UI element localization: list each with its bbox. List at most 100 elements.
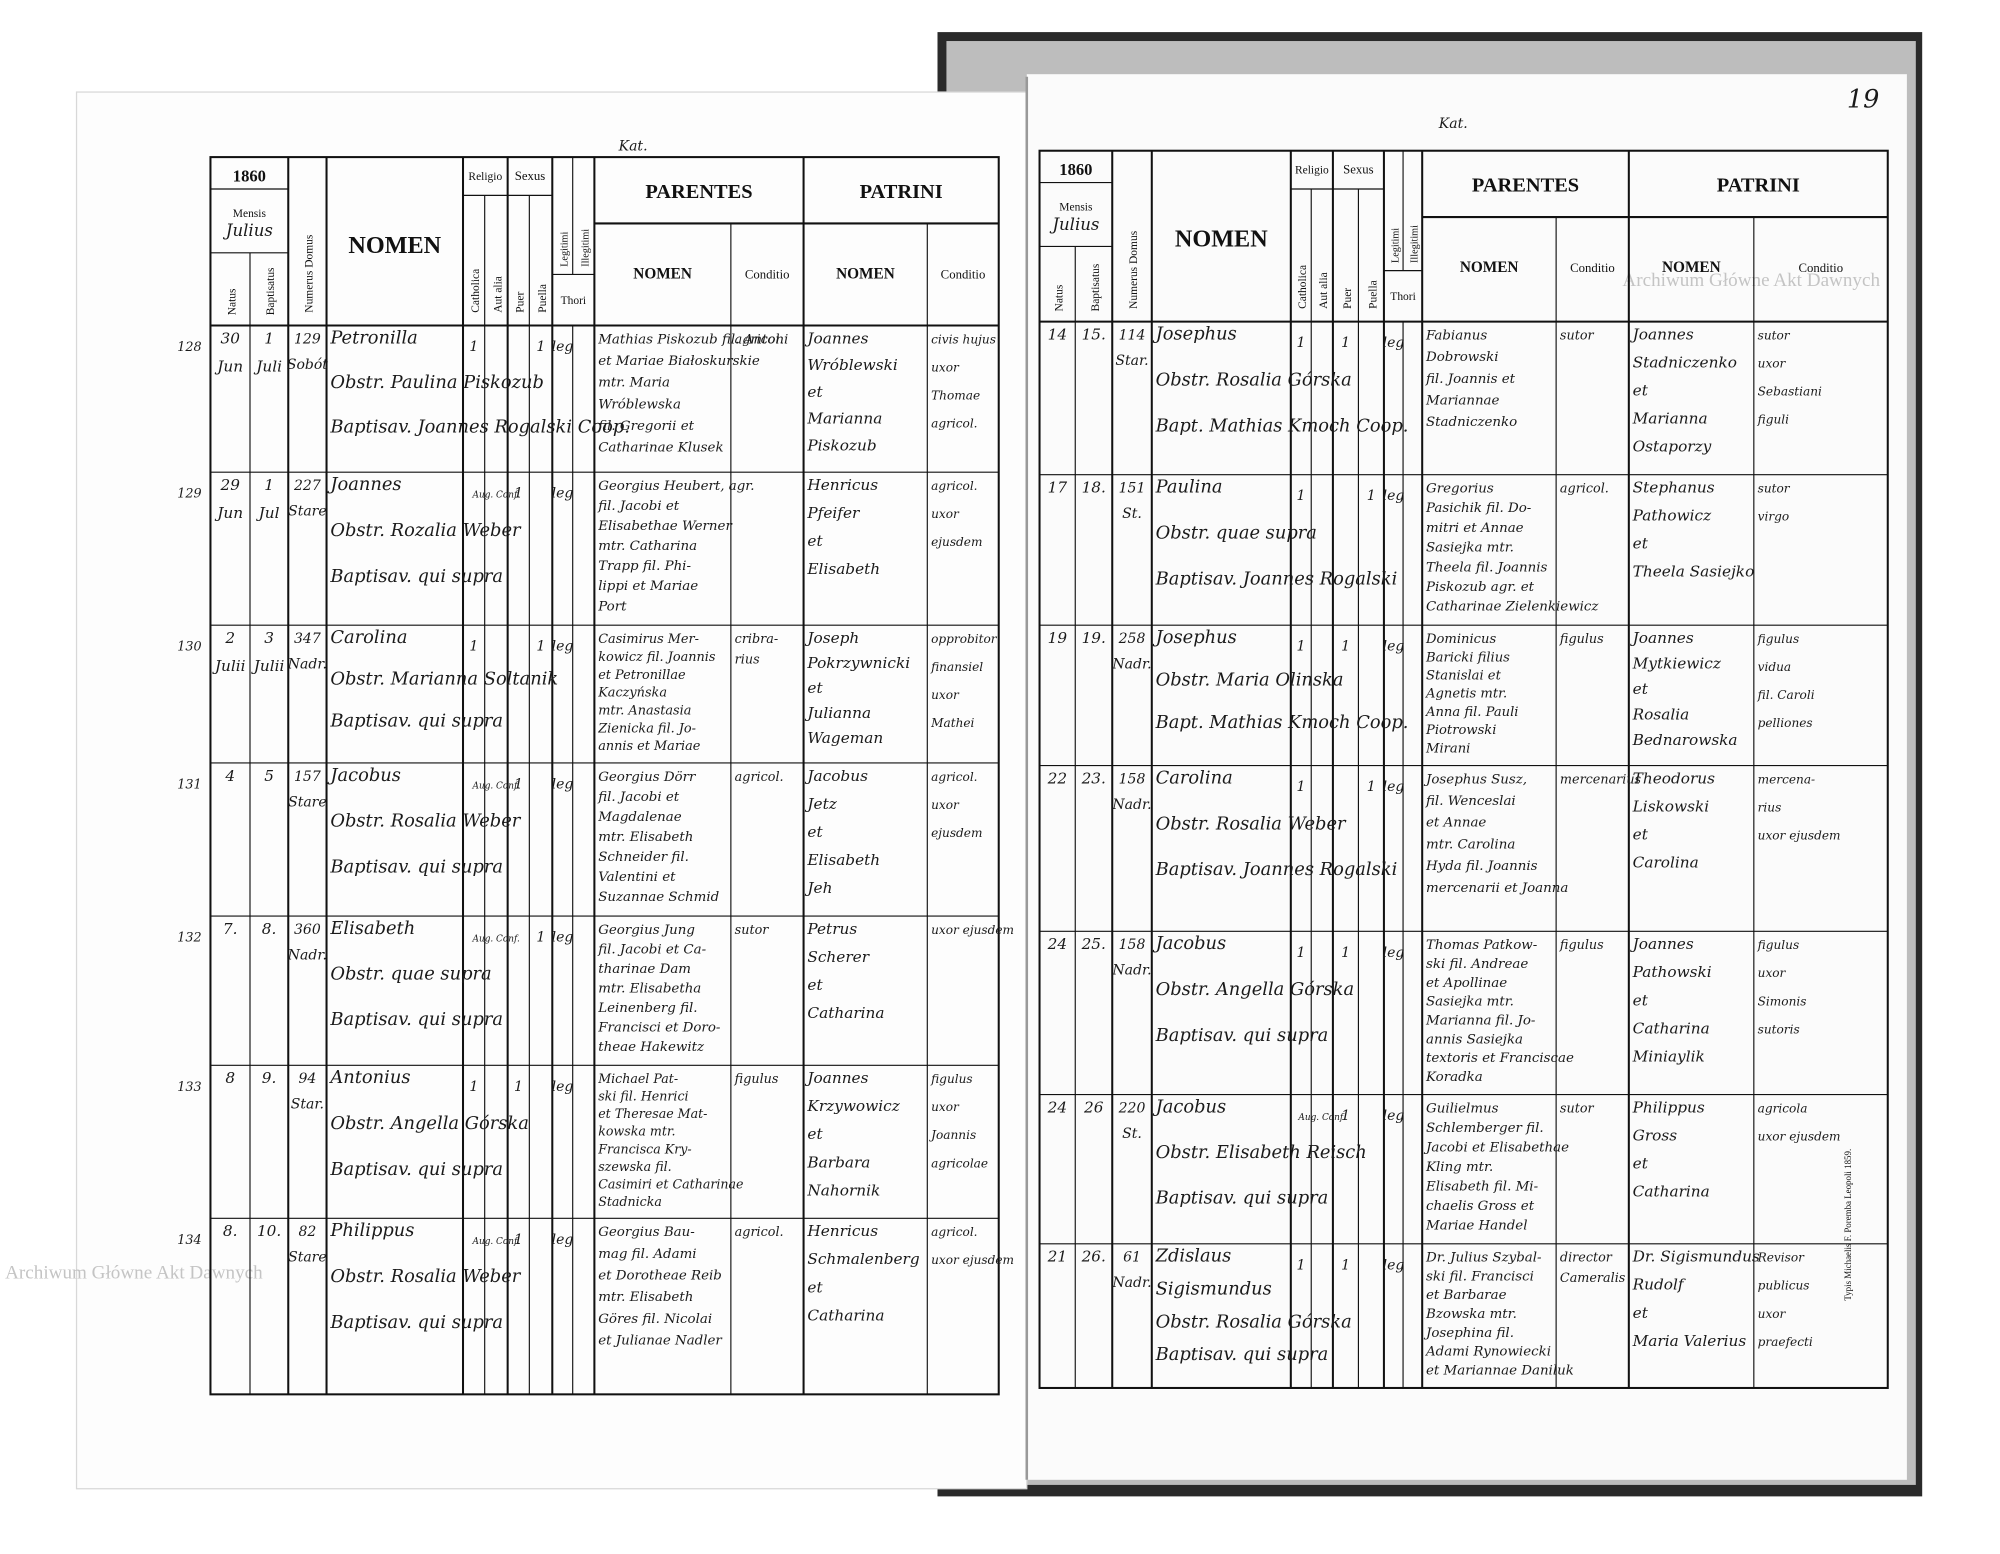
catholica: 1 [1297, 488, 1306, 504]
parentes-nomen: Valentini et [598, 870, 676, 885]
patrini-nomen: Jetz [804, 795, 837, 813]
patrini-conditio: figuli [1757, 413, 1790, 427]
parentes-nomen: fil. Gregorii et [597, 419, 694, 434]
legitimi: leg [552, 776, 574, 792]
patrini-conditio: uxor [931, 798, 960, 812]
col-illegitimi: Illegitimi [581, 229, 592, 267]
parentes-conditio: director [1560, 1251, 1613, 1266]
patrini-conditio: Sebastiani [1758, 385, 1822, 399]
nomen: Obstr. Rosalia Górska [1156, 369, 1352, 390]
puer: 1 [514, 1232, 523, 1248]
parentes-nomen: mtr. Elisabetha [598, 981, 701, 996]
nomen: Philippus [329, 1220, 414, 1241]
patrini-conditio: fil. Caroli [1757, 688, 1815, 702]
col-thori: Thori [561, 295, 586, 307]
col-aut-alia: Aut alia [492, 276, 504, 313]
parentes-conditio: rius [735, 652, 760, 667]
parentes-nomen: Georgius Heubert, agr. [598, 479, 754, 494]
mensis-label: Mensis [1059, 202, 1093, 214]
patrini-nomen: Catharina [807, 1306, 884, 1324]
aut-alia: Aug. Conf. [472, 1237, 520, 1247]
col-legitimi: Legitimi [1391, 228, 1402, 263]
patrini-nomen: et [1633, 382, 1649, 400]
patrini-nomen: Marianna [806, 410, 882, 428]
baptisatus: 3 [264, 629, 274, 647]
domus: Stare [288, 1250, 327, 1266]
patrini-conditio: agricol. [931, 479, 977, 493]
parentes-nomen: Hyda fil. Joannis [1425, 859, 1538, 874]
patrini-nomen: et [807, 823, 823, 841]
natus: 8 [225, 1069, 235, 1087]
domus: 360 [294, 922, 321, 938]
col-puella: Puella [537, 284, 549, 313]
domus: 61 [1123, 1250, 1141, 1266]
parentes-nomen: kowicz fil. Joannis [598, 650, 716, 665]
parentes-nomen: Sasiejka mtr. [1426, 541, 1514, 556]
table-frame [1038, 149, 1889, 1389]
nomen: Obstr. Rosalia Weber [330, 1266, 521, 1287]
parentes-nomen: Mirani [1425, 741, 1470, 756]
parentes-nomen: et Barbarae [1426, 1288, 1507, 1303]
domus: 94 [298, 1071, 316, 1087]
nomen: Baptisav. qui supra [329, 1159, 503, 1180]
patrini-conditio: figulus [930, 1072, 973, 1086]
natus: 22 [1047, 769, 1067, 787]
parentes-nomen: ski fil. Andreae [1426, 957, 1528, 972]
baptisatus: 18. [1082, 479, 1106, 497]
nomen: Obstr. Rosalia Weber [330, 811, 521, 832]
patrini-conditio: agricol. [931, 1225, 977, 1239]
parentes-nomen: et Theresae Mat- [598, 1106, 707, 1121]
row-number: 133 [177, 1080, 201, 1095]
col-legitimi: Legitimi [560, 232, 571, 267]
domus: Nadr. [1111, 1275, 1151, 1291]
parentes-nomen: Dominicus [1425, 632, 1496, 647]
domus: Stare [288, 794, 327, 810]
col-puella: Puella [1367, 280, 1379, 309]
nomen: Obstr. Angella Górska [330, 1113, 529, 1134]
nomen: Sigismundus [1156, 1279, 1272, 1300]
domus: Nadr. [287, 947, 327, 963]
parentes-nomen: mtr. Carolina [1426, 837, 1515, 852]
legitimi: leg [1383, 945, 1405, 961]
puer: 1 [1341, 335, 1350, 351]
patrini-nomen: Henricus [806, 476, 878, 494]
baptisatus: 5 [264, 767, 274, 785]
natus: 14 [1048, 325, 1067, 343]
patrini-nomen: Piskozub [806, 436, 876, 454]
parentes-nomen: annis et Mariae [598, 739, 701, 754]
col-natus: Natus [1054, 284, 1066, 311]
parentes-conditio: sutor [1560, 328, 1595, 343]
patrini-nomen: Catharina [1633, 1019, 1710, 1037]
parentes-conditio: agricol. [735, 770, 784, 785]
parentes-nomen: mtr. Catharina [598, 539, 697, 554]
parentes-nomen: Georgius Jung [598, 923, 695, 938]
baptisatus: 10. [257, 1222, 281, 1240]
parentes-nomen: Stanislai et [1426, 669, 1502, 684]
patrini-conditio: uxor ejusdem [931, 923, 1014, 937]
nomen: Obstr. Maria Olinska [1156, 670, 1344, 691]
parentes-nomen: mitri et Annae [1426, 521, 1524, 536]
patrini-nomen: Pfeifer [806, 504, 861, 522]
parentes-nomen: Georgius Bau- [598, 1225, 695, 1240]
parentes-nomen: fil. Jacobi et Ca- [597, 942, 706, 957]
parentes-nomen: Sasiejka mtr. [1426, 995, 1514, 1010]
nomen: Obstr. Rozalia Weber [330, 520, 522, 541]
patrini-nomen: Wróblewski [807, 356, 898, 374]
patrini-conditio: agricolae [931, 1156, 988, 1170]
patrini-conditio: figulus [1757, 938, 1800, 952]
patrini-conditio: agricol. [931, 417, 977, 431]
col-sexus: Sexus [1343, 163, 1374, 177]
domus: St. [1122, 1126, 1142, 1142]
legitimi: leg [552, 639, 574, 655]
col-sub-nomen: NOMEN [1662, 259, 1721, 276]
nomen: Obstr. quae supra [330, 963, 491, 984]
parentes-nomen: Wróblewska [598, 397, 681, 412]
parentes-nomen: Suzannae Schmid [598, 890, 719, 905]
nomen: Obstr. Rosalia Górska [1156, 1311, 1352, 1332]
parentes-nomen: Elisabeth fil. Mi- [1425, 1179, 1539, 1194]
right-page [1026, 74, 1907, 1480]
col-patrini: PATRINI [860, 181, 943, 203]
natus: 19 [1048, 629, 1068, 647]
nomen: Baptisav. qui supra [1155, 1025, 1329, 1046]
patrini-nomen: et [807, 679, 823, 697]
